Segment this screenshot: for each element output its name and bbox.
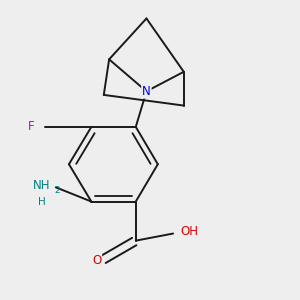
Text: N: N <box>142 85 151 98</box>
Text: F: F <box>28 120 34 133</box>
Text: H: H <box>38 196 46 206</box>
Text: NH: NH <box>33 179 50 192</box>
Text: O: O <box>92 254 101 267</box>
Text: 2: 2 <box>54 186 60 195</box>
Text: OH: OH <box>180 225 198 238</box>
